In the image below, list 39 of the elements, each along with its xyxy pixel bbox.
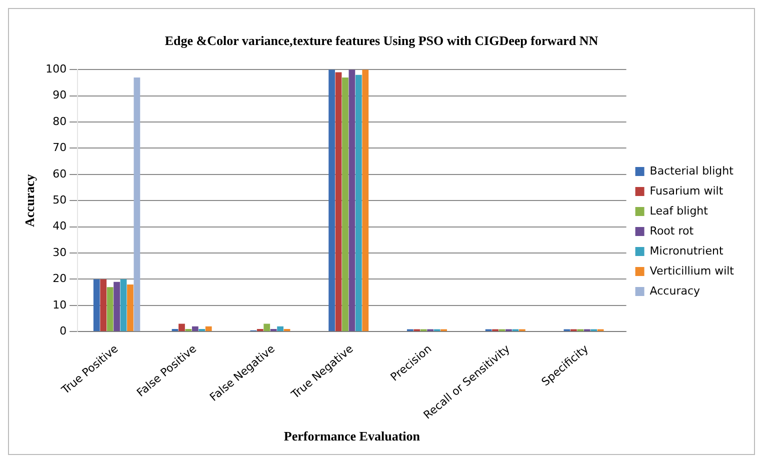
bar [335,72,342,332]
bar [277,326,284,332]
bar [192,326,198,332]
y-tick-label: 60 [52,167,67,180]
legend-label: Bacterial blight [650,164,734,178]
bar [134,77,140,332]
chart-title: Edge &Color variance,texture features Using PSO with CIGDeep forward NN [164,33,599,48]
bar [127,284,134,332]
legend-label: Micronutrient [650,244,724,258]
bar [205,326,212,332]
y-axis-title: Accuracy [22,174,38,227]
legend-label: Accuracy [650,284,700,298]
y-tick-label: 40 [52,220,67,233]
x-axis-title: Performance Evaluation [284,428,421,444]
y-tick-label: 10 [52,298,67,312]
bar [178,324,185,332]
bar [264,324,270,332]
bar [120,279,127,332]
bar [355,74,362,332]
bar [342,77,348,332]
bar [93,279,100,332]
bar [362,70,369,332]
bar [114,282,120,332]
bar [100,279,107,332]
y-tick-label: 50 [52,193,67,206]
bar [106,287,114,332]
bar [348,70,356,332]
legend-label: Leaf blight [650,204,709,218]
legend-label: Verticillium wilt [650,264,735,278]
y-tick-label: 100 [46,62,67,76]
y-tick-label: 0 [60,324,67,338]
legend-label: Fusarium wilt [650,184,724,198]
y-tick-label: 80 [52,114,67,128]
bar [328,70,335,332]
y-tick-label: 20 [52,272,67,286]
y-tick-label: 90 [52,88,67,102]
y-tick-label: 70 [52,141,67,154]
legend-label: Root rot [650,224,694,238]
y-tick-label: 30 [52,246,67,259]
